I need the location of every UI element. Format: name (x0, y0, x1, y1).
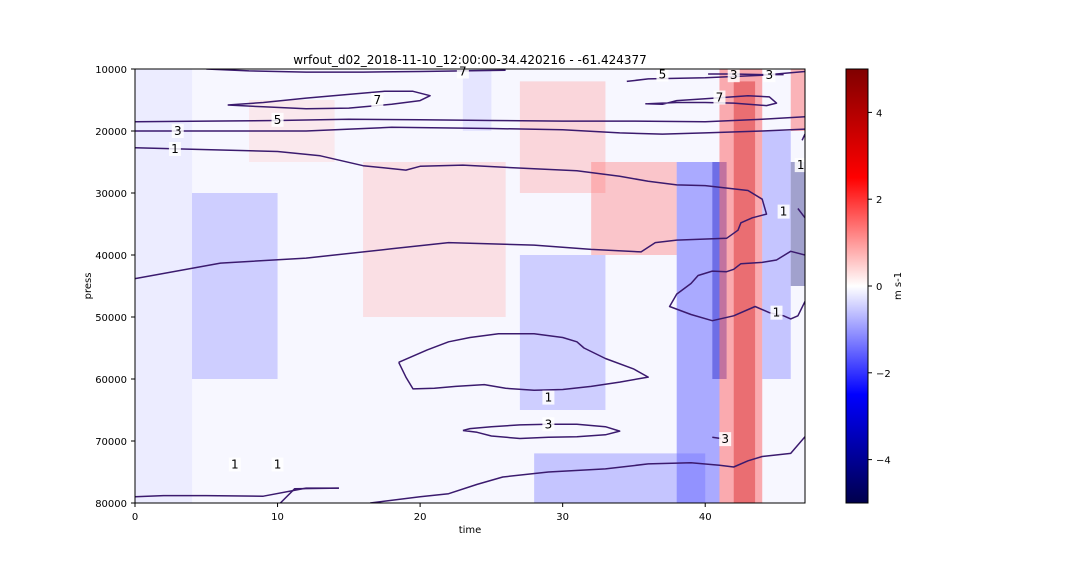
y-tick-label: 80000 (95, 499, 127, 510)
contour-label: 3 (730, 68, 738, 82)
contour-label: 1 (171, 142, 179, 156)
colorbar: 4 2 0 −2 −4 m s-1 (845, 68, 904, 504)
contour-label-bg (371, 93, 384, 107)
y-tick-label: 60000 (95, 375, 127, 386)
x-axis: 0 10 20 30 40 (132, 503, 712, 523)
contour-label-bg (794, 158, 807, 173)
contour-line-level-3 (135, 126, 805, 135)
contour-label-bg (542, 390, 555, 405)
contour-label-bg (656, 67, 669, 82)
contour-label-bg (763, 68, 776, 83)
contour-line-level-5 (135, 115, 805, 123)
contour-label-bg (719, 432, 732, 447)
contour-label: 3 (174, 124, 182, 138)
contour-label: 3 (766, 68, 774, 82)
heatmap-cell (712, 162, 727, 379)
heatmap-cell (135, 69, 193, 503)
heatmap-cell (790, 69, 805, 131)
contour-line-level-1 (398, 332, 649, 391)
heatmap-cell (733, 81, 756, 503)
contour-line-level-7 (206, 69, 506, 73)
heatmap-cell (676, 162, 720, 503)
y-axis: 10000 20000 30000 40000 50000 60000 70000 80000 (95, 65, 135, 510)
x-tick-label: 10 (271, 512, 284, 523)
contour-label-bg (168, 141, 181, 156)
x-tick-label: 20 (414, 512, 427, 523)
heatmap-cell (790, 162, 805, 286)
y-axis-label: press (83, 273, 94, 300)
contour-label: 5 (274, 113, 282, 127)
heatmap-cell (192, 193, 278, 379)
contour-label: 1 (797, 158, 805, 172)
colorbar-ticks: 4 2 0 −2 −4 (868, 108, 891, 467)
contour-line-level-1 (370, 436, 805, 503)
colorbar-tick-label: 4 (876, 108, 882, 119)
contour-label: 3 (545, 417, 553, 431)
plot-frame (134, 68, 806, 504)
contour-label-bg (727, 68, 740, 83)
contour-label-bg (228, 457, 241, 472)
contour-line-level-7 (645, 94, 778, 107)
contour-label-bg (542, 417, 555, 432)
colorbar-label: m s-1 (893, 272, 904, 300)
x-tick-label: 40 (699, 512, 712, 523)
contour-line-level-1 (135, 146, 768, 280)
heatmap-cell (762, 131, 791, 379)
colorbar-tick-label: −2 (876, 369, 891, 380)
contour-label-bg (456, 64, 469, 79)
contour-label: 7 (716, 91, 724, 105)
contour-line-level-3 (462, 423, 621, 440)
contour-label: 1 (274, 458, 282, 472)
contour-line-level-7 (227, 90, 431, 110)
contour-label-bg (713, 90, 726, 105)
contour-layer (135, 69, 805, 503)
colorbar-tick-label: 2 (876, 195, 882, 206)
contour-line-level-1 (279, 487, 339, 503)
contour-label: 7 (459, 64, 467, 78)
contour-label: 5 (659, 68, 667, 82)
y-tick-label: 50000 (95, 313, 127, 324)
contour-label: 1 (773, 306, 781, 320)
chart-title: wrfout_d02_2018-11-10_12:00:00-34.420216… (293, 53, 647, 67)
colorbar-gradient (845, 68, 869, 504)
y-tick-label: 40000 (95, 251, 127, 262)
contour-label-bg (777, 204, 790, 219)
heatmap-cell (591, 162, 677, 255)
y-tick-label: 30000 (95, 189, 127, 200)
contour-label: 7 (374, 93, 382, 107)
y-tick-label: 70000 (95, 437, 127, 448)
contour-label-bg (271, 457, 284, 472)
y-tick-label: 20000 (95, 127, 127, 138)
contour-line-level-1 (797, 208, 805, 219)
x-tick-label: 30 (556, 512, 569, 523)
contour-label-bg (770, 305, 783, 320)
colorbar-tick-label: 0 (876, 282, 882, 293)
x-tick-label: 0 (132, 512, 138, 523)
contour-label: 1 (780, 205, 788, 219)
heatmap-cell (519, 81, 606, 193)
contour-label: 1 (545, 391, 553, 405)
x-axis-label: time (459, 525, 482, 536)
contour-label: 3 (721, 432, 729, 446)
y-tick-label: 10000 (95, 65, 127, 76)
contour-label: 1 (231, 458, 239, 472)
heatmap-cell (719, 69, 763, 503)
heatmap-cell (363, 162, 506, 317)
contour-label-bg (271, 112, 284, 127)
heatmap-cell (519, 255, 606, 410)
contour-label-bg (171, 124, 184, 138)
heatmap-cell (534, 453, 706, 503)
colorbar-tick-label: −4 (876, 456, 891, 467)
